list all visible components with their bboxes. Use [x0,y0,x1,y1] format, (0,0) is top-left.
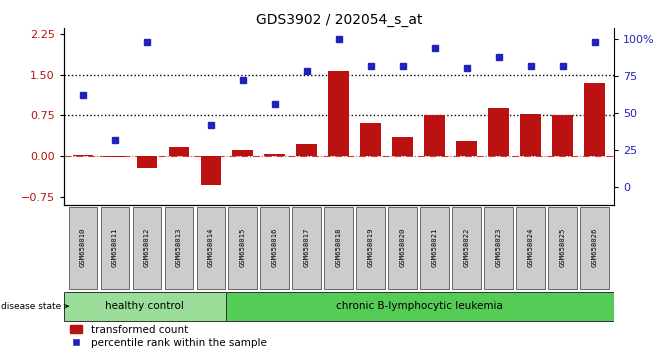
Text: healthy control: healthy control [105,301,184,311]
Text: GSM658010: GSM658010 [80,228,86,268]
Bar [101,207,130,289]
Text: GSM658025: GSM658025 [560,228,566,268]
Text: GSM658022: GSM658022 [464,228,470,268]
Bar [136,156,157,168]
Bar [264,154,285,156]
Text: GSM658016: GSM658016 [272,228,278,268]
Bar [456,141,477,156]
Bar [132,207,161,289]
Bar [425,115,446,156]
Bar [452,207,481,289]
Bar [517,207,545,289]
Bar [68,207,97,289]
Text: chronic B-lymphocytic leukemia: chronic B-lymphocytic leukemia [336,301,503,311]
Bar [484,207,513,289]
Text: GSM658011: GSM658011 [112,228,118,268]
Bar [229,207,257,289]
Text: GSM658019: GSM658019 [368,228,374,268]
Bar [325,207,353,289]
Text: GSM658014: GSM658014 [208,228,214,268]
Bar [164,207,193,289]
Bar [360,122,381,156]
Bar [260,207,289,289]
Bar [552,115,573,156]
Bar [168,147,189,156]
Text: GSM658023: GSM658023 [496,228,502,268]
Text: GSM658013: GSM658013 [176,228,182,268]
Text: GSM658015: GSM658015 [240,228,246,268]
Text: GSM658021: GSM658021 [432,228,437,268]
Bar [580,207,609,289]
Title: GDS3902 / 202054_s_at: GDS3902 / 202054_s_at [256,13,422,27]
Bar [329,71,349,156]
Bar [201,156,221,185]
Text: GSM658012: GSM658012 [144,228,150,268]
Legend: transformed count, percentile rank within the sample: transformed count, percentile rank withi… [69,324,268,349]
Text: GSM658017: GSM658017 [304,228,310,268]
Bar [548,207,577,289]
Bar [393,137,413,156]
Bar [293,207,321,289]
Bar [197,207,225,289]
Text: GSM658020: GSM658020 [400,228,406,268]
Bar [64,292,225,321]
Bar [225,292,614,321]
Bar [356,207,385,289]
Bar [297,144,317,156]
Text: disease state: disease state [1,302,68,311]
Text: GSM658024: GSM658024 [528,228,534,268]
Bar [389,207,417,289]
Bar [421,207,449,289]
Text: GSM658026: GSM658026 [592,228,598,268]
Bar [584,83,605,156]
Bar [105,156,125,158]
Bar [521,114,541,156]
Bar [232,150,253,156]
Text: GSM658018: GSM658018 [336,228,342,268]
Bar [72,155,93,156]
Bar [488,108,509,156]
